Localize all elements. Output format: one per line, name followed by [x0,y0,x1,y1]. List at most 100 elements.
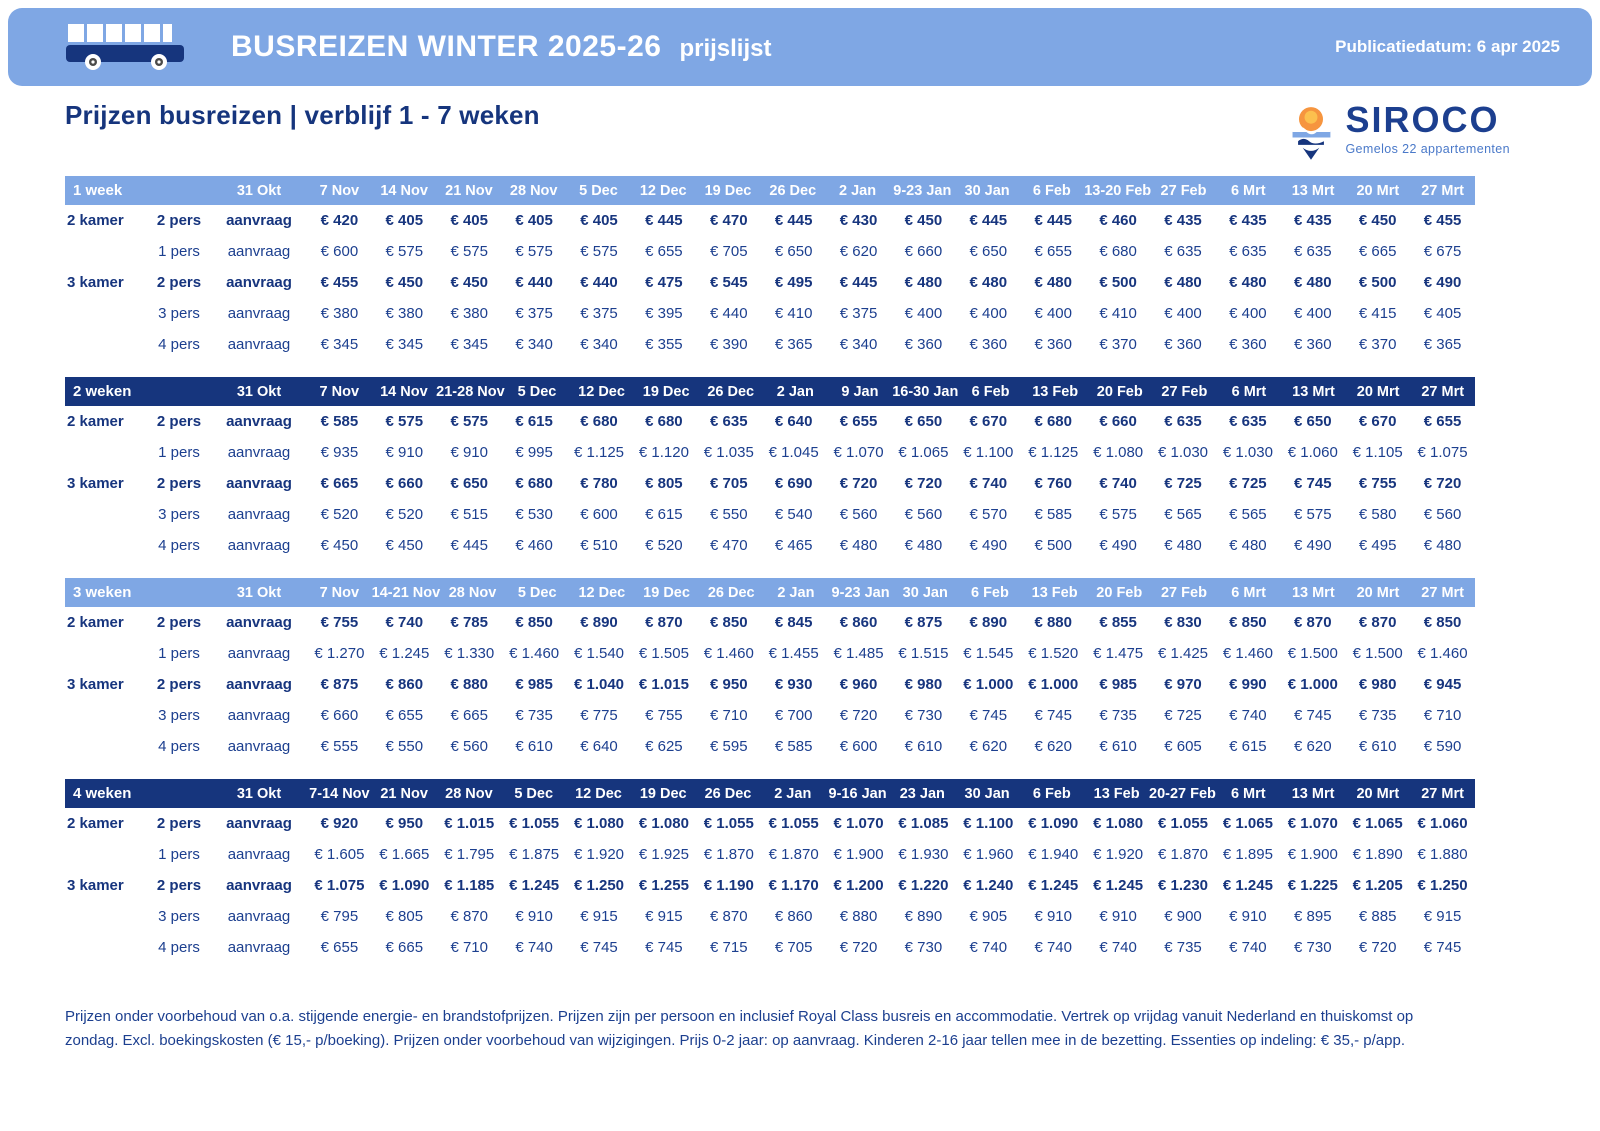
on-request-cell: aanvraag [227,939,291,956]
price-row: 3 kamer 2 pers aanvraag € 1.075 € 1.090 € 1.1… [65,870,1475,901]
price-cell: € 1.065 [1352,815,1403,832]
price-cell: € 455 [1423,212,1462,229]
price-cell: € 1.070 [833,815,884,832]
price-cell: € 655 [1423,413,1462,430]
price-cell: € 1.460 [1417,645,1468,662]
price-cell: € 655 [385,707,424,724]
price-cell: € 550 [385,738,424,755]
price-cell: € 1.045 [768,444,819,461]
price-cell: € 360 [904,336,943,353]
price-cell: € 480 [969,274,1008,291]
on-request-cell: aanvraag [226,274,292,291]
price-cell: € 490 [1423,274,1462,291]
date-column-header: 2 Jan [776,383,814,400]
date-column-header: 6 Mrt [1230,182,1266,199]
price-cell: € 755 [645,707,683,724]
price-row: 1 pers aanvraag € 600 € 575 € 575 € 575 € 575 €… [65,236,1475,267]
date-column-header: 13 Mrt [1291,182,1335,199]
price-cell: € 640 [580,738,618,755]
price-cell: € 1.515 [898,645,949,662]
price-cell: € 665 [385,939,424,956]
price-cell: € 540 [774,506,813,523]
price-cell: € 375 [580,305,618,322]
price-cell: € 1.245 [1028,877,1079,894]
price-cell: € 1.065 [898,444,949,461]
on-request-cell: aanvraag [227,707,291,724]
price-cell: € 680 [1099,243,1137,260]
price-cell: € 655 [320,939,359,956]
price-cell: € 1.065 [1222,815,1273,832]
price-cell: € 680 [645,413,683,430]
price-cell: € 1.870 [703,846,754,863]
price-cell: € 870 [645,614,683,631]
date-column-header: 26 Dec [769,182,817,199]
price-cell: € 520 [385,506,424,523]
price-cell: € 745 [1294,475,1332,492]
price-cell: € 575 [450,413,488,430]
price-row: 3 pers aanvraag € 795 € 805 € 870 € 910 € 915 €… [65,901,1475,932]
price-cell: € 890 [969,614,1008,631]
price-row: 1 pers aanvraag € 1.605 € 1.665 € 1.795 € 1.8… [65,839,1475,870]
price-cell: € 1.485 [833,645,884,662]
persons-label: 3 pers [158,908,200,925]
price-cell: € 1.880 [1417,846,1468,863]
price-cell: € 795 [320,908,359,925]
date-column-header: 30 Jan [964,182,1010,199]
date-column-header: 28 Nov [448,584,497,601]
price-cell: € 675 [1423,243,1462,260]
price-cell: € 345 [450,336,488,353]
room-type-label: 2 kamer [67,212,124,229]
price-cell: € 885 [1358,908,1397,925]
date-column-header: 31 Okt [236,182,282,199]
on-request-cell: aanvraag [227,336,291,353]
price-cell: € 720 [904,475,943,492]
room-type-label: 2 kamer [67,815,124,832]
price-cell: € 455 [320,274,359,291]
price-cell: € 360 [969,336,1008,353]
price-cell: € 400 [1034,305,1072,322]
price-cell: € 1.125 [573,444,625,461]
period-label: 2 weken [73,383,132,400]
price-cell: € 1.870 [768,846,819,863]
price-cell: € 880 [450,676,488,693]
price-cell: € 380 [450,305,488,322]
price-cell: € 615 [645,506,683,523]
price-cell: € 1.920 [573,846,625,863]
price-cell: € 890 [580,614,618,631]
price-cell: € 990 [1229,676,1267,693]
price-cell: € 410 [774,305,813,322]
date-column-header: 13 Mrt [1291,584,1335,601]
price-cell: € 360 [1294,336,1332,353]
price-table-3-weken: 3 weken 31 Okt 7 Nov 14-21 Nov 28 Nov 5 Dec 12… [65,578,1475,762]
date-column-header: 9-23 Jan [893,182,952,199]
persons-label: 4 pers [158,336,200,353]
price-cell: € 405 [580,212,618,229]
price-tables: 1 week 31 Okt 7 Nov 14 Nov 21 Nov 28 Nov 5 Dec… [65,176,1475,980]
table-header-row: 4 weken 31 Okt 7-14 Nov 21 Nov 28 Nov 5 Dec 12… [65,779,1475,808]
price-cell: € 780 [580,475,618,492]
price-cell: € 1.460 [1222,645,1273,662]
date-column-header: 23 Jan [899,785,945,802]
price-cell: € 1.085 [898,815,949,832]
price-cell: € 445 [450,537,488,554]
on-request-cell: aanvraag [227,305,291,322]
price-cell: € 600 [580,506,618,523]
price-cell: € 445 [969,212,1008,229]
price-cell: € 1.540 [573,645,625,662]
price-cell: € 550 [710,506,748,523]
price-cell: € 495 [774,274,813,291]
date-column-header: 27 Feb [1160,584,1207,601]
on-request-cell: aanvraag [226,815,292,832]
price-cell: € 985 [515,676,553,693]
price-table-4-weken: 4 weken 31 Okt 7-14 Nov 21 Nov 28 Nov 5 Dec 12… [65,779,1475,963]
price-cell: € 725 [1229,475,1267,492]
price-cell: € 980 [1358,676,1397,693]
date-column-header: 5 Dec [517,584,557,601]
price-row: 1 pers aanvraag € 935 € 910 € 910 € 995 € 1.12… [65,437,1475,468]
date-column-header: 6 Mrt [1231,383,1267,400]
price-cell: € 690 [774,475,813,492]
price-cell: € 345 [385,336,424,353]
date-column-header: 2 Jan [838,182,877,199]
on-request-cell: aanvraag [226,676,292,693]
date-column-header: 2 Jan [774,785,812,802]
